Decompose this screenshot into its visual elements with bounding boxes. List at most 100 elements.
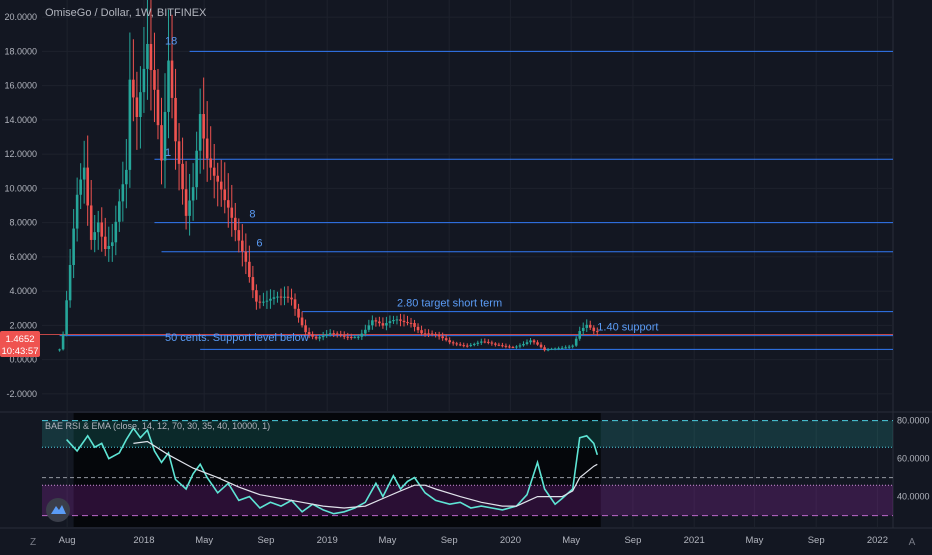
candle-body — [226, 200, 230, 208]
candle-body — [89, 205, 93, 240]
candle-body — [139, 92, 142, 117]
candle-body — [118, 201, 121, 222]
candle-body — [413, 323, 416, 327]
candle-body — [406, 322, 409, 324]
candle-body — [223, 189, 227, 201]
candle-body — [72, 228, 75, 266]
candle-body — [444, 338, 448, 341]
rsi-tick-label: 60.0000 — [897, 454, 930, 464]
candle-body — [93, 232, 97, 240]
candle-body — [420, 330, 423, 334]
rsi-ema-line — [133, 440, 598, 509]
candle-body — [349, 336, 353, 338]
candle-body — [65, 300, 68, 335]
candle-body — [103, 236, 107, 250]
time-tick-label: May — [378, 535, 396, 546]
candle-body — [557, 348, 560, 350]
price-tick-label: 0.0000 — [9, 355, 37, 365]
rsi-oversold-zone — [42, 485, 893, 516]
rsi-tick-label: 80.0000 — [897, 416, 930, 426]
chart-annotation: 18 — [165, 36, 177, 48]
candle-body — [86, 167, 89, 206]
chart-annotation: 8 — [249, 208, 255, 220]
candle-body — [585, 324, 589, 328]
tradingview-icon[interactable] — [46, 498, 70, 522]
candle-body — [258, 301, 262, 303]
candle-body — [100, 222, 104, 237]
candle-body — [318, 337, 321, 339]
candle-body — [125, 169, 128, 185]
candle-body — [508, 346, 511, 348]
time-tick-label: Aug — [59, 535, 76, 546]
candle-body — [135, 97, 139, 117]
candle-body — [357, 336, 360, 338]
bottom-right-label[interactable]: A — [909, 537, 916, 548]
candle-body — [332, 333, 335, 335]
candle-body — [177, 141, 181, 164]
candle-body — [68, 265, 72, 301]
candle-body — [328, 333, 332, 335]
candle-body — [501, 345, 504, 347]
candle-body — [272, 297, 276, 299]
price-tick-label: 18.0000 — [4, 46, 37, 56]
candle-body — [107, 245, 111, 250]
candle-body — [237, 230, 241, 241]
candle-body — [416, 326, 420, 331]
candle-body — [160, 125, 163, 161]
candle-body — [371, 320, 374, 326]
candle-body — [360, 333, 364, 337]
time-tick-label: May — [745, 535, 763, 546]
candle-body — [353, 337, 357, 339]
price-tick-label: 6.0000 — [9, 252, 37, 262]
candle-body — [205, 138, 209, 159]
candle-body — [546, 349, 550, 351]
price-tag-value: 1.4652 — [5, 334, 34, 345]
candle-body — [79, 179, 82, 195]
time-tick-label: 2021 — [684, 535, 705, 546]
price-tag: 1.4652 10:43:57 — [0, 331, 40, 357]
candle-body — [82, 167, 86, 180]
candle-body — [269, 298, 272, 301]
candle-body — [504, 345, 508, 347]
candle-body — [595, 331, 599, 333]
candle-body — [188, 200, 191, 216]
horizontal-levels-layer — [0, 50, 893, 350]
candle-body — [251, 277, 255, 291]
candle-body — [248, 261, 251, 278]
candle-body — [472, 343, 476, 345]
candle-body — [156, 89, 160, 126]
candle-body — [286, 296, 290, 298]
candle-body — [181, 163, 184, 190]
candle-body — [167, 60, 170, 112]
candle-body — [480, 341, 483, 343]
rsi-overbought-zone — [42, 420, 893, 448]
candle-body — [448, 340, 451, 343]
candle-body — [536, 342, 539, 345]
candle-body — [367, 325, 371, 330]
chart-annotation: 2.80 target short term — [397, 298, 502, 310]
candle-body — [230, 207, 234, 218]
candle-body — [395, 319, 399, 321]
bottom-left-label[interactable]: Z — [30, 537, 36, 548]
candle-body — [441, 336, 444, 339]
candle-body — [346, 336, 350, 338]
rsi-tick-label: 40.0000 — [897, 492, 930, 502]
candle-body — [539, 344, 543, 348]
candle-body — [588, 324, 592, 328]
chart-annotation: 50 cents. Support level below — [165, 332, 309, 344]
candle-body — [163, 111, 167, 161]
time-tick-label: 2018 — [133, 535, 154, 546]
candle-body — [434, 334, 437, 336]
axes-layer: 20.000018.000016.000014.000012.000010.00… — [4, 12, 929, 546]
time-tick-label: Sep — [808, 535, 825, 546]
candle-body — [146, 43, 149, 69]
candle-body — [339, 334, 343, 336]
candle-body — [290, 297, 293, 300]
candle-body — [490, 342, 494, 344]
candle-body — [255, 290, 258, 302]
candle-body — [212, 167, 216, 176]
candles-layer[interactable] — [58, 0, 599, 352]
candle-body — [571, 345, 574, 347]
